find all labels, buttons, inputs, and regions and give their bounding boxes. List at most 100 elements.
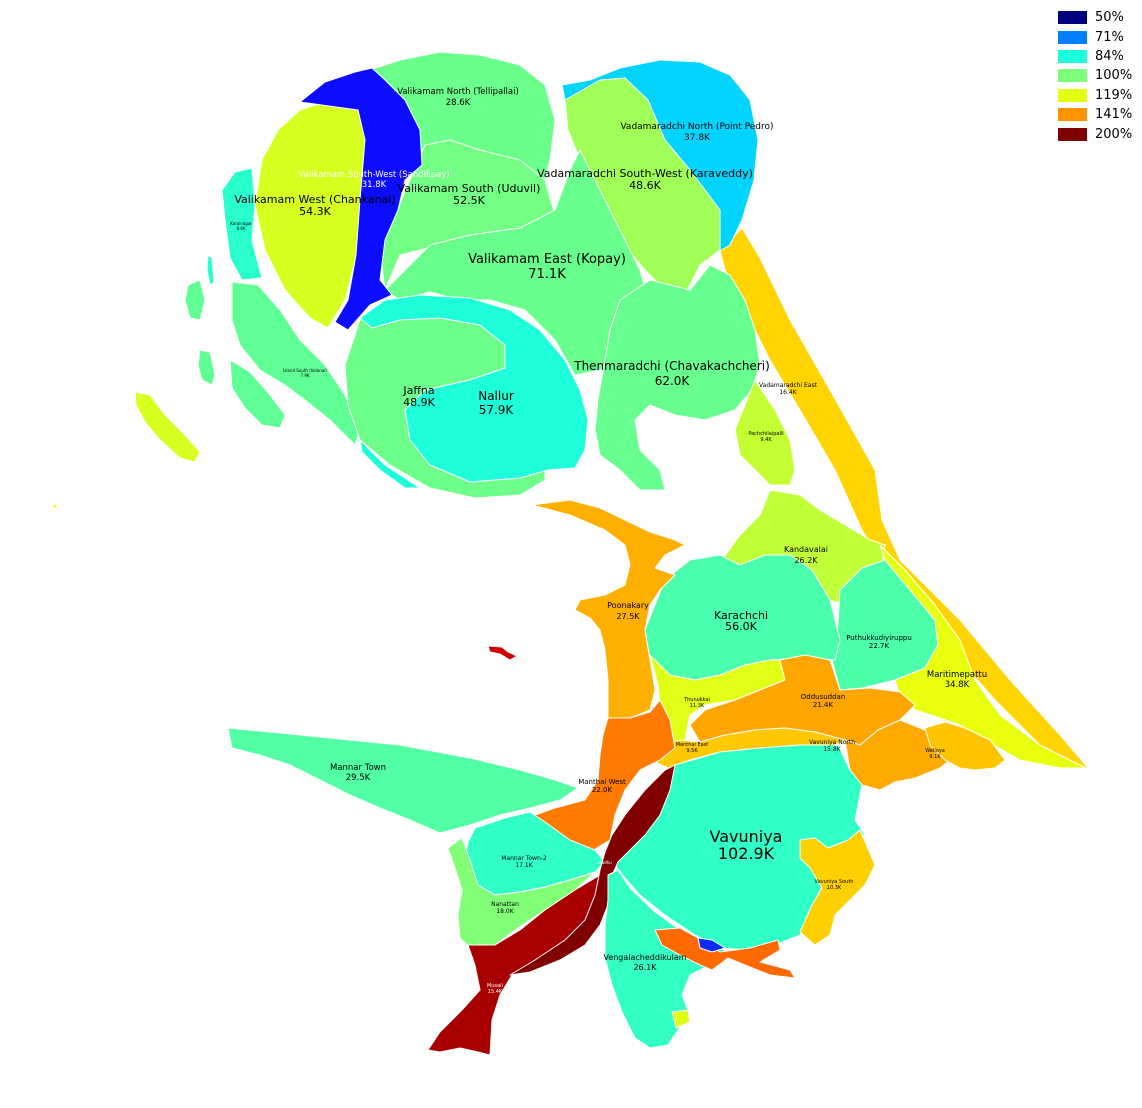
nallur-coast [359,439,421,489]
legend-swatch [1058,88,1087,102]
island-fragment [51,502,59,510]
region-welioya [924,721,1006,771]
label-valikamam-north-name: Valikamam North (Tellipallai) [397,87,519,97]
label-kandavalai-value: 26.2K [794,556,818,565]
region-nallur [359,294,589,483]
label-oddusuddan-value: 21.4K [813,701,834,709]
label-valikamam-south-value: 52.5K [453,194,485,207]
island-fragment [134,391,201,463]
label-manthai-west-name: Manthai West [578,778,626,786]
label-vadamaradchi-sw-name: Vadamaradchi South-West (Karaveddy) [537,167,753,180]
label-karachchi-name: Karachchi [714,609,768,622]
label-welioya-value: 9.1K [929,754,941,760]
legend-swatch [1058,69,1087,83]
label-thenmaradchi-value: 62.0K [655,374,691,388]
legend-item: 100% [1058,66,1138,85]
label-valikamam-east-name: Valikamam East (Kopay) [468,252,626,267]
label-vadamaradchi-sw-value: 48.6K [629,179,661,192]
label-nanattan-value: 18.0K [496,908,514,915]
label-kandavalai-name: Kandavalai [784,545,828,554]
region-poonakary [531,499,686,719]
label-vavuniya-north-name: Vavuniya North [809,739,855,746]
label-vengalacheddikulam-value: 26.1K [633,963,657,972]
legend-label: 50% [1095,10,1124,26]
label-pachchilaipalli-name: Pachchilaipalli [748,431,783,437]
label-vavuniya-south-value: 10.3K [827,885,842,891]
region-musali [427,874,609,1056]
legend-label: 100% [1095,68,1133,84]
label-madhu-name: Madhu [598,860,612,865]
label-vadamaradchi-north-name: Vadamaradchi North (Point Pedro) [620,122,773,132]
region-valikamam-sw [299,67,423,331]
region-thenmaradchi [594,264,761,491]
label-puthukkudiyiruppu-name: Puthukkudiyiruppu [846,634,912,642]
label-welioya-name: Welioya [925,748,945,754]
island-fragment [197,349,216,386]
label-valikamam-west-name: Valikamam West (Chankanai) [234,193,395,206]
label-mannar-town-2-value: 17.1K [515,862,533,869]
region-islet-red [487,645,518,661]
legend-swatch [1058,49,1087,63]
legend: 50% 71% 84% 100% 119% 141% 200% [1058,8,1138,144]
label-maritimepattu-value: 34.8K [945,680,970,690]
label-vavuniya-north-value: 15.8K [823,746,841,753]
region-small-blue [697,937,726,953]
legend-swatch [1058,30,1087,44]
label-musali-name: Musali [487,983,503,989]
label-oddusuddan-name: Oddusuddan [801,693,846,701]
label-maritimepattu-name: Maritimepattu [927,670,987,680]
label-poonakary-name: Poonakary [607,601,649,610]
label-valikamam-sw-name: Valikamam South-West (Sandilipay) [298,170,449,180]
label-thenmaradchi-name: Thenmaradchi (Chavakachcheri) [573,359,770,373]
legend-label: 119% [1095,87,1133,103]
label-valikamam-south-name: Valikamam South (Uduvil) [398,182,541,195]
region-madhu [509,764,676,976]
island-fragment [184,279,206,321]
label-mannar-town-value: 29.5K [346,773,371,783]
island-fragment [671,1009,691,1029]
label-mannar-town-name: Mannar Town [330,763,386,773]
legend-label: 141% [1095,107,1133,123]
legend-item: 84% [1058,47,1138,66]
label-vavuniya-name: Vavuniya [710,827,783,846]
label-nanattan-name: Nanattan [491,901,519,908]
region-mannar-town [227,727,579,834]
legend-label: 71% [1095,29,1124,45]
labels: Valikamam North (Tellipallai) 28.6K Vada… [230,87,987,995]
legend-label: 200% [1095,126,1133,142]
label-karachchi-value: 56.0K [725,620,757,633]
label-vavuniya-value: 102.9K [718,844,775,863]
label-karainagar-value: 8.6K [237,226,246,231]
region-coast-east [719,227,1089,769]
label-puthukkudiyiruppu-value: 22.7K [869,642,890,650]
region-island-south [231,281,361,446]
legend-swatch [1058,127,1087,141]
label-thunukkai-value: 11.3K [690,703,705,709]
label-vengalacheddikulam-name: Vengalacheddikulam [603,953,686,962]
label-pachchilaipalli-value: 9.4K [760,437,772,443]
label-vadamaradchi-east-value: 16.4K [779,389,797,396]
region-vengalacheddikulam [604,869,726,1049]
label-karainagar-name: Karainagar [230,221,252,226]
label-vavuniya-south-name: Vavuniya South [815,879,854,885]
legend-item: 71% [1058,27,1138,46]
legend-swatch [1058,108,1087,122]
label-vadamaradchi-east-name: Vadamaradchi East [759,382,818,389]
label-manthai-east-name: Manthai East [676,742,709,748]
legend-item: 141% [1058,105,1138,124]
label-jaffna-value: 48.9K [403,396,435,409]
label-jaffna-name: Jaffna [402,384,434,397]
label-poonakary-value: 27.5K [616,612,640,621]
label-valikamam-north-value: 28.6K [446,98,471,108]
region-manthai-west [527,699,676,853]
legend-item: 50% [1058,8,1138,27]
legend-label: 84% [1095,48,1124,64]
label-valikamam-east-value: 71.1K [528,267,566,282]
label-valikamam-sw-value: 31.8K [362,180,387,190]
label-manthai-west-value: 22.0K [592,786,613,794]
label-musali-value: 15.4K [488,989,503,995]
label-manthai-east-value: 9.5K [686,748,698,754]
label-island-south-value: 7.9K [301,373,310,378]
label-island-south-name: Island South (Velanai) [283,368,327,373]
